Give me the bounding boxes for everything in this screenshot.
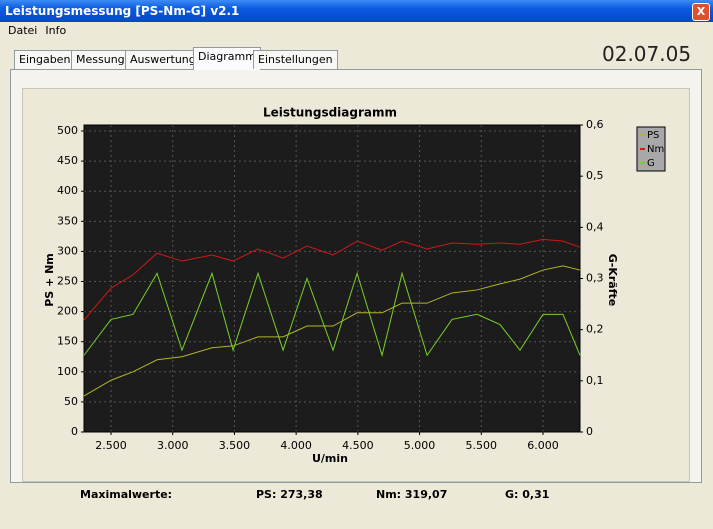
y2-tick-label: 0,2 <box>586 323 604 336</box>
legend-label: PS <box>647 130 659 141</box>
x-tick-label: 5.000 <box>404 439 436 452</box>
max-ps: PS: 273,38 <box>256 488 323 501</box>
chart-title: Leistungsdiagramm <box>263 106 397 120</box>
y-tick-label: 100 <box>57 365 78 378</box>
legend-label: G <box>647 158 655 169</box>
y2-tick-label: 0,6 <box>586 118 604 131</box>
max-nm: Nm: 319,07 <box>376 488 448 501</box>
x-tick-label: 3.500 <box>219 439 251 452</box>
x-axis-label: U/min <box>312 452 348 465</box>
x-tick-label: 4.000 <box>280 439 312 452</box>
window-title: Leistungsmessung [PS-Nm-G] v2.1 <box>5 4 240 18</box>
y2-tick-label: 0,1 <box>586 374 604 387</box>
title-bar: Leistungsmessung [PS-Nm-G] v2.1 X <box>0 0 713 22</box>
plot-border <box>83 124 581 433</box>
y2-tick-label: 0 <box>586 425 593 438</box>
y-tick-label: 250 <box>57 275 78 288</box>
y2-tick-label: 0,3 <box>586 272 604 285</box>
tab[interactable]: Diagramm <box>193 47 261 70</box>
legend-label: Nm <box>647 144 664 155</box>
y-tick-label: 450 <box>57 154 78 167</box>
max-g: G: 0,31 <box>505 488 550 501</box>
x-tick-label: 5.500 <box>466 439 498 452</box>
max-label: Maximalwerte: <box>80 488 173 501</box>
y-axis-label: PS + Nm <box>43 253 56 307</box>
tab[interactable]: Messung <box>71 50 130 69</box>
y-tick-label: 300 <box>57 244 78 257</box>
y2-tick-label: 0,5 <box>586 169 604 182</box>
plot-area <box>84 125 580 432</box>
menu-item[interactable]: Datei <box>8 24 38 37</box>
y2-tick-label: 0,4 <box>586 220 604 233</box>
data-line <box>83 265 581 397</box>
close-button[interactable]: X <box>692 3 710 21</box>
y-tick-label: 350 <box>57 214 78 227</box>
y-tick-label: 200 <box>57 305 78 318</box>
y-tick-label: 150 <box>57 335 78 348</box>
y-tick-label: 50 <box>64 395 78 408</box>
menu-bar: Datei Info <box>0 22 713 40</box>
tab[interactable]: Einstellungen <box>253 50 338 69</box>
x-tick-label: 6.000 <box>527 439 559 452</box>
data-line <box>83 238 581 321</box>
y-tick-label: 500 <box>57 124 78 137</box>
data-line <box>83 271 581 358</box>
x-tick-label: 3.000 <box>157 439 189 452</box>
tab[interactable]: Auswertung <box>125 50 201 69</box>
x-tick-label: 4.500 <box>342 439 374 452</box>
y-tick-label: 400 <box>57 184 78 197</box>
x-tick-label: 2.500 <box>95 439 127 452</box>
y-tick-label: 0 <box>71 425 78 438</box>
menu-item[interactable]: Info <box>45 24 67 37</box>
y2-axis-label: G-Kräfte <box>606 254 619 306</box>
date: 02.07.05 <box>602 42 692 66</box>
